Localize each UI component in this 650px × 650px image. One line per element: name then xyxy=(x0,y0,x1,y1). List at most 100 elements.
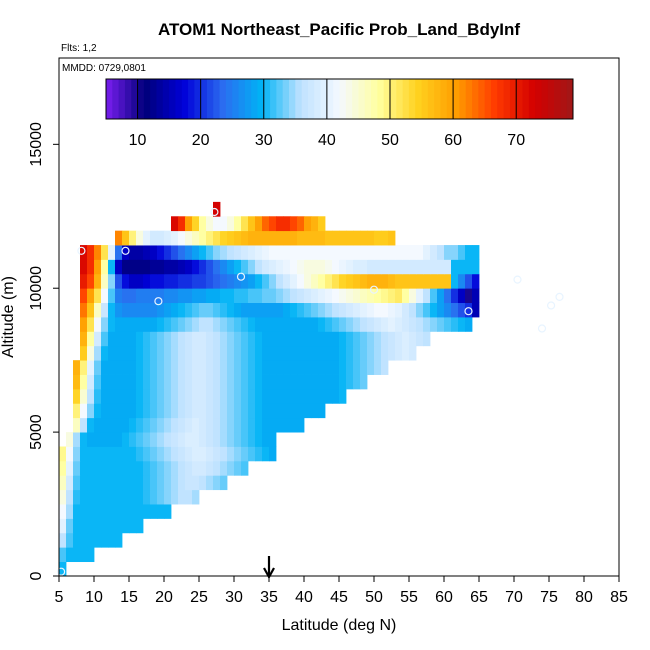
heatmap-cell xyxy=(192,432,200,447)
heatmap-cell xyxy=(136,273,144,289)
heatmap-cell xyxy=(108,317,116,332)
heatmap-cell xyxy=(185,360,193,375)
heatmap-cell xyxy=(115,259,123,275)
heatmap-cell xyxy=(164,273,172,289)
heatmap-cell xyxy=(437,259,445,275)
heatmap-cell xyxy=(283,317,291,332)
heatmap-cell xyxy=(143,288,151,304)
colorbar-swatch xyxy=(225,79,233,119)
heatmap-cell xyxy=(269,273,277,289)
heatmap-cell xyxy=(108,273,116,289)
heatmap-cell xyxy=(115,518,123,534)
heatmap-cell xyxy=(360,259,368,275)
colorbar-swatch xyxy=(453,79,460,119)
heatmap-cell xyxy=(101,532,109,548)
heatmap-cell xyxy=(157,403,165,419)
heatmap-cell xyxy=(311,388,319,404)
heatmap-cell xyxy=(409,259,417,275)
dates-annotation: MMDD: 0729,0801 xyxy=(62,63,146,74)
heatmap-cell xyxy=(339,388,347,404)
heatmap-cell xyxy=(129,446,137,462)
heatmap-cell xyxy=(164,288,172,304)
heatmap-cell xyxy=(108,388,116,404)
heatmap-cell xyxy=(157,331,165,347)
data-marker xyxy=(546,301,556,310)
heatmap-cell xyxy=(276,417,284,433)
heatmap-cell xyxy=(234,331,242,347)
heatmap-cell xyxy=(325,388,333,404)
heatmap-cell xyxy=(73,388,81,404)
heatmap-cell xyxy=(143,432,151,447)
heatmap-cell xyxy=(276,273,284,289)
heatmap-cell xyxy=(206,475,214,491)
heatmap-cell xyxy=(297,302,305,318)
heatmap-cell xyxy=(234,417,242,433)
heatmap-cell xyxy=(213,360,221,375)
heatmap-cell xyxy=(360,230,368,246)
heatmap-cell xyxy=(241,245,249,260)
heatmap-cell xyxy=(101,504,109,519)
heatmap-cell xyxy=(178,403,186,419)
heatmap-cell xyxy=(402,259,410,275)
heatmap-cell xyxy=(94,345,102,361)
heatmap-cell xyxy=(311,317,319,332)
heatmap-cell xyxy=(381,345,389,361)
heatmap-cell xyxy=(220,432,228,447)
heatmap-cell xyxy=(227,345,235,361)
heatmap-cell xyxy=(262,345,270,361)
heatmap-cell xyxy=(80,245,88,260)
heatmap-cell xyxy=(248,360,256,375)
colorbar-swatch xyxy=(472,79,479,119)
heatmap-cell xyxy=(325,259,333,275)
heatmap-cell xyxy=(297,403,305,419)
heatmap-cell xyxy=(87,302,95,318)
heatmap-cell xyxy=(227,331,235,347)
heatmap-cell xyxy=(416,302,424,318)
heatmap-cell xyxy=(122,259,130,275)
heatmap-cell xyxy=(164,259,172,275)
heatmap-cell xyxy=(129,403,137,419)
heatmap-cell xyxy=(129,331,137,347)
heatmap-cell xyxy=(66,432,74,447)
heatmap-cell xyxy=(157,302,165,318)
x-axis-label: Latitude (deg N) xyxy=(282,617,397,634)
heatmap-cell xyxy=(297,245,305,260)
heatmap-cell xyxy=(262,331,270,347)
heatmap-cell xyxy=(115,245,123,260)
heatmap-cell xyxy=(192,489,200,505)
heatmap-cell xyxy=(241,446,249,462)
heatmap-cell xyxy=(255,259,263,275)
heatmap-cell xyxy=(234,460,242,476)
heatmap-cell xyxy=(185,288,193,304)
data-marker xyxy=(210,207,219,217)
heatmap-cell xyxy=(269,345,277,361)
heatmap-cell xyxy=(66,518,74,534)
heatmap-cell xyxy=(129,417,137,433)
data-marker xyxy=(56,567,66,576)
heatmap-cell xyxy=(241,432,249,447)
heatmap-cell xyxy=(115,374,123,390)
heatmap-cell xyxy=(388,345,396,361)
heatmap-cell xyxy=(94,374,102,390)
heatmap-cell xyxy=(192,288,200,304)
heatmap-cell xyxy=(325,345,333,361)
heatmap-cell xyxy=(101,245,109,260)
heatmap-cell xyxy=(136,345,144,361)
heatmap-cell xyxy=(367,360,375,375)
heatmap-cell xyxy=(143,317,151,332)
heatmap-cell xyxy=(87,331,95,347)
x-tick-label: 40 xyxy=(295,589,313,606)
heatmap-cell xyxy=(367,317,375,332)
heatmap-cell xyxy=(143,417,151,433)
heatmap-cell xyxy=(178,245,186,260)
heatmap-cell xyxy=(367,259,375,275)
colorbar-swatch xyxy=(516,79,524,119)
heatmap-cell xyxy=(192,317,200,332)
colorbar: 10 20 30 40 50 60 70 xyxy=(105,78,574,149)
heatmap-cell xyxy=(318,403,326,419)
heatmap-cell xyxy=(381,302,389,318)
heatmap-cell xyxy=(150,432,158,447)
heatmap-cell xyxy=(164,475,172,491)
colorbar-swatch xyxy=(415,79,423,119)
heatmap-cell xyxy=(87,547,95,563)
